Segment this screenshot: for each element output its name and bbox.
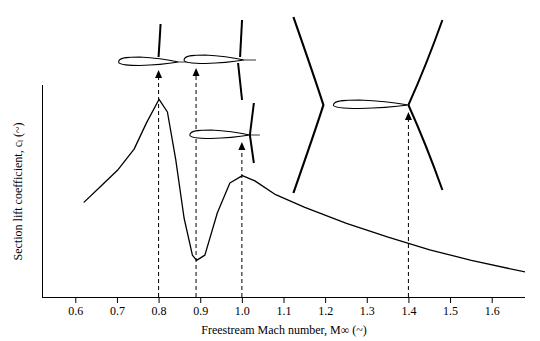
svg-text:0.8: 0.8 <box>152 304 167 318</box>
svg-text:1.1: 1.1 <box>277 304 292 318</box>
svg-text:1.4: 1.4 <box>401 304 416 318</box>
svg-text:0.7: 0.7 <box>110 304 125 318</box>
svg-text:Freestream Mach number, M∞ (~): Freestream Mach number, M∞ (~) <box>201 323 367 337</box>
svg-text:0.6: 0.6 <box>68 304 83 318</box>
svg-text:1.5: 1.5 <box>443 304 458 318</box>
svg-text:0.9: 0.9 <box>193 304 208 318</box>
svg-text:1.6: 1.6 <box>485 304 500 318</box>
svg-text:1.0: 1.0 <box>235 304 250 318</box>
svg-text:Section lift coefficient, cₗ (: Section lift coefficient, cₗ (~) <box>11 123 25 261</box>
svg-text:1.2: 1.2 <box>318 304 333 318</box>
svg-text:1.3: 1.3 <box>360 304 375 318</box>
